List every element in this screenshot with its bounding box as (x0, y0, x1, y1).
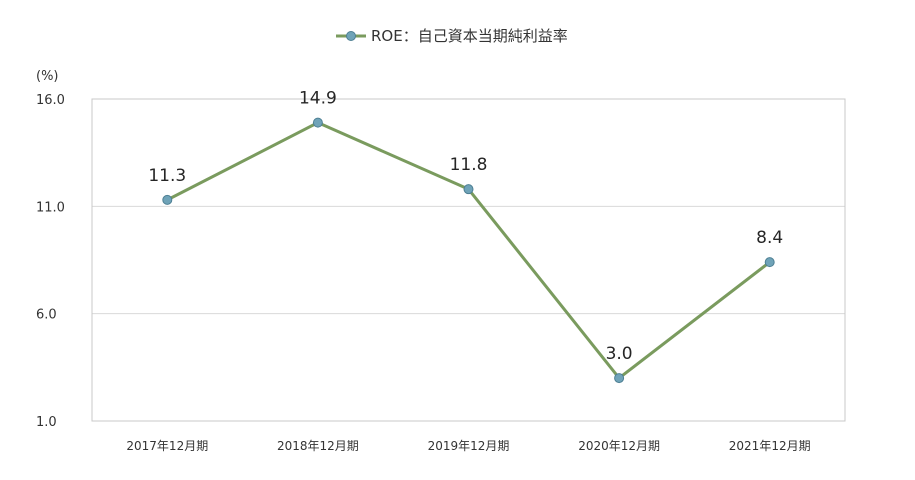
x-tick-label: 2020年12月期 (578, 439, 660, 453)
data-labels: 11.3 14.9 11.8 3.0 8.4 (148, 89, 783, 364)
data-point (312, 117, 323, 128)
gridlines (92, 205, 845, 315)
x-tick-label: 2019年12月期 (428, 439, 510, 453)
x-axis-ticks: 2017年12月期 2018年12月期 2019年12月期 2020年12月期 2021… (126, 439, 810, 453)
x-tick-label: 2021年12月期 (729, 439, 811, 453)
legend: ROE：自己資本当期純利益率 (336, 27, 568, 45)
y-tick-label: 11.0 (36, 200, 65, 215)
data-label: 11.8 (450, 155, 488, 175)
x-tick-label: 2018年12月期 (277, 439, 359, 453)
y-axis-ticks: 1.0 6.0 11.0 16.0 (36, 93, 65, 430)
data-point (463, 184, 474, 195)
series-roe (162, 117, 775, 384)
data-label: 3.0 (606, 344, 633, 364)
y-tick-label: 1.0 (36, 415, 57, 430)
x-tick-label: 2017年12月期 (126, 439, 208, 453)
y-tick-label: 6.0 (36, 308, 57, 323)
data-label: 14.9 (299, 89, 337, 109)
y-unit-label: (%) (36, 69, 59, 84)
legend-label: ROE：自己資本当期純利益率 (371, 27, 568, 45)
data-label: 11.3 (148, 166, 186, 186)
legend-marker-swatch (346, 31, 356, 41)
data-label: 8.4 (756, 228, 783, 248)
plot-area-border (91, 98, 846, 422)
data-point (764, 257, 775, 268)
data-point (162, 194, 173, 205)
y-tick-label: 16.0 (36, 93, 65, 108)
data-point (614, 373, 625, 384)
